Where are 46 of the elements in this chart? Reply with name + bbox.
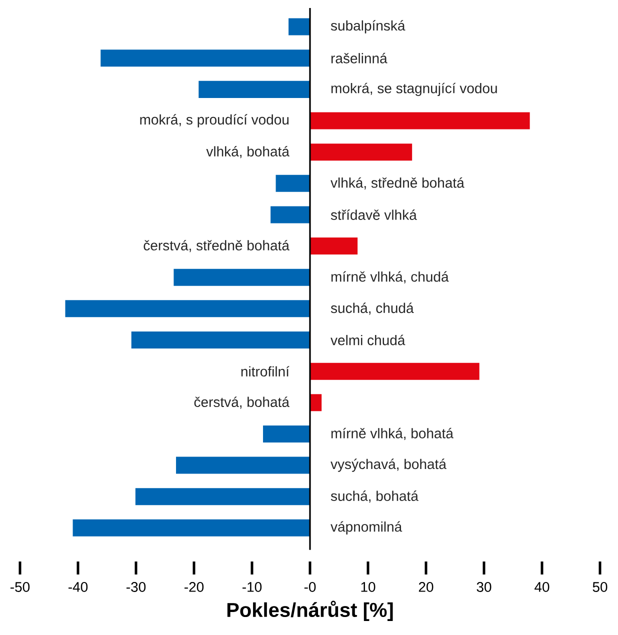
bar: [310, 238, 358, 255]
x-tick-label: -20: [184, 582, 204, 592]
bar: [263, 425, 310, 442]
bar: [65, 300, 310, 318]
x-tick-label: -10: [242, 582, 262, 592]
x-tick-label: 10: [361, 582, 376, 592]
y-tick-label: střídavě vlhká: [330, 209, 417, 220]
x-tick-label: 40: [534, 582, 550, 592]
y-tick-label: mokrá, s proudící vodou: [140, 114, 289, 128]
x-tick-label: 30: [476, 582, 492, 592]
bar: [288, 18, 310, 36]
y-tick-label: suchá, bohatá: [330, 490, 418, 503]
bar: [276, 174, 310, 192]
y-tick-label: mírně vlhká, chudá: [331, 271, 449, 284]
bar: [72, 519, 310, 536]
x-tick-label: 50: [592, 582, 608, 592]
x-tick-label: -50: [10, 582, 30, 592]
y-tick-label: suchá, chudá: [330, 302, 414, 315]
bar: [131, 331, 310, 348]
bar: [310, 362, 480, 380]
x-tick-label: -30: [126, 582, 146, 592]
bar: [310, 112, 530, 130]
y-tick-label: vlhká, středně bohatá: [330, 177, 464, 190]
bar: [310, 144, 412, 161]
x-tick-label: -0: [304, 582, 316, 592]
bar: [135, 488, 310, 506]
y-tick-label: velmi chudá: [330, 334, 406, 346]
bar: [176, 456, 310, 474]
bar: [174, 268, 310, 286]
y-tick-label: vápnomilná: [330, 521, 402, 535]
x-axis-title: Pokles/nárůst [%]: [227, 600, 393, 621]
x-tick-label: 20: [418, 582, 434, 592]
y-tick-label: mokrá, se stagnující vodou: [331, 82, 497, 96]
bar: [198, 80, 310, 98]
y-tick-label: rašelinná: [331, 52, 388, 64]
x-tick-label: -40: [68, 582, 88, 592]
y-tick-label: čerstvá, středně bohatá: [144, 240, 290, 252]
bar: [100, 50, 310, 67]
y-tick-label: nitrofilní: [241, 366, 290, 377]
y-tick-label: vysýchavá, bohatá: [330, 458, 446, 472]
y-tick-label: vlhká, bohatá: [206, 146, 290, 158]
y-tick-label: subalpínská: [330, 20, 406, 34]
bar: [310, 394, 322, 412]
y-tick-label: čerstvá, bohatá: [194, 396, 290, 409]
bar: [270, 206, 310, 224]
y-tick-label: mírně vlhká, bohatá: [331, 428, 454, 440]
